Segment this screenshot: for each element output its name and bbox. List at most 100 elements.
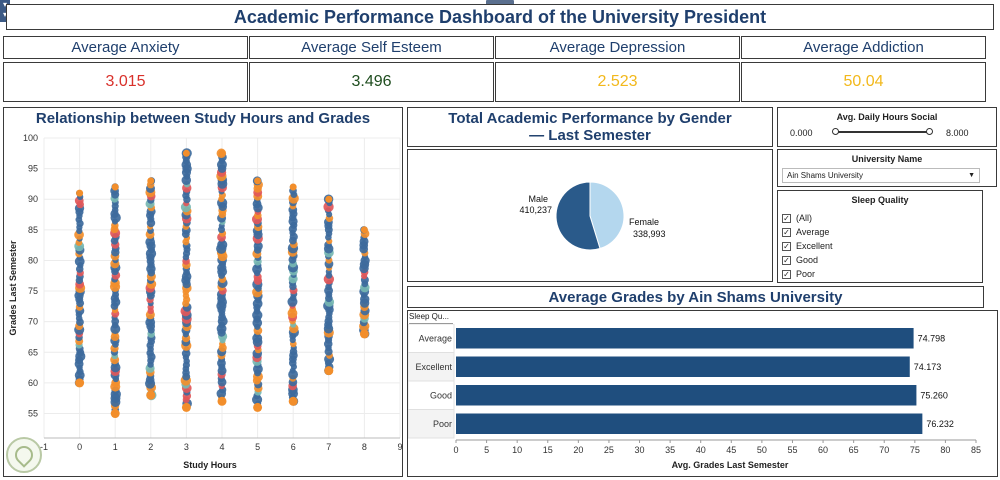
scatter-point[interactable]: [147, 177, 155, 185]
scatter-point[interactable]: [76, 189, 84, 197]
social-hours-min-handle[interactable]: [832, 128, 839, 135]
x-tick-label: -1: [40, 442, 48, 452]
sleep-quality-option-label: Excellent: [796, 241, 833, 251]
sleep-quality-filter: Sleep Quality ✓ (All) ✓ Average ✓ Excellent ✓ G…: [777, 190, 983, 283]
bar[interactable]: [456, 385, 917, 406]
checkbox-icon[interactable]: ✓: [782, 227, 791, 237]
bar-title-box: [407, 286, 984, 308]
bar[interactable]: [456, 356, 910, 378]
x-tick-label: 80: [940, 445, 950, 455]
scatter-point[interactable]: [325, 195, 333, 203]
y-tick-label: 95: [28, 164, 38, 174]
bar-title: Average Grades by Ain Shams University: [548, 288, 843, 306]
pie-slice-female[interactable]: [589, 181, 625, 250]
kpi-label: Average Anxiety: [3, 36, 248, 59]
university-filter: University Name Ain Shams University ▼: [777, 149, 997, 187]
social-hours-min: 0.000: [790, 128, 813, 138]
y-tick-label: 65: [28, 347, 38, 357]
university-logo: [6, 437, 42, 473]
checkbox-icon[interactable]: ✓: [782, 255, 791, 265]
sleep-quality-option[interactable]: ✓ Good: [782, 253, 833, 267]
pie-slice-male[interactable]: [555, 181, 601, 251]
university-dropdown[interactable]: Ain Shams University ▼: [782, 168, 980, 183]
chevron-down-icon: ▼: [968, 172, 975, 179]
social-hours-track[interactable]: [835, 131, 931, 133]
x-tick-label: 40: [696, 445, 706, 455]
x-tick-label: 35: [665, 445, 675, 455]
x-tick-label: 0: [453, 445, 458, 455]
y-tick-label: 55: [28, 409, 38, 419]
y-tick-label: 80: [28, 255, 38, 265]
x-tick-label: 4: [219, 442, 224, 452]
scatter-point[interactable]: [324, 366, 334, 376]
x-tick-label: 9: [397, 442, 402, 452]
x-tick-label: 70: [879, 445, 889, 455]
x-tick-label: 3: [184, 442, 189, 452]
x-tick-label: 75: [910, 445, 920, 455]
sleep-quality-option[interactable]: ✓ Excellent: [782, 239, 833, 253]
sleep-quality-option[interactable]: ✓ (All): [782, 211, 833, 225]
sleep-quality-options: ✓ (All) ✓ Average ✓ Excellent ✓ Good ✓ Poor: [782, 211, 833, 281]
scatter-point[interactable]: [75, 378, 85, 388]
kpi-label: Average Addiction: [741, 36, 986, 59]
x-tick-label: 6: [291, 442, 296, 452]
bar-value-label: 75.260: [920, 390, 948, 400]
scatter-point[interactable]: [289, 183, 297, 191]
scatter-point[interactable]: [181, 402, 191, 412]
x-axis-label: Avg. Grades Last Semester: [672, 460, 789, 470]
dashboard-menu-button[interactable]: ▾ ▾: [0, 0, 10, 22]
x-tick-label: 5: [484, 445, 489, 455]
bar[interactable]: [456, 328, 914, 349]
scatter-point[interactable]: [360, 226, 368, 234]
scatter-point[interactable]: [146, 390, 156, 400]
social-hours-max-handle[interactable]: [926, 128, 933, 135]
resize-handle[interactable]: [486, 0, 514, 5]
pie-label: Male: [528, 194, 548, 204]
sleep-quality-title: Sleep Quality: [851, 195, 909, 205]
university-title: University Name: [851, 154, 923, 164]
bar-row-header-cell: [408, 352, 455, 382]
x-tick-label: 65: [849, 445, 859, 455]
bar-value-label: 74.173: [914, 362, 942, 372]
sleep-quality-option[interactable]: ✓ Average: [782, 225, 833, 239]
university-selected: Ain Shams University: [787, 171, 864, 180]
bar-value-label: 76.232: [926, 419, 954, 429]
x-tick-label: 7: [326, 442, 331, 452]
scatter-point[interactable]: [288, 396, 298, 406]
social-hours-max: 8.000: [946, 128, 969, 138]
scatter-point[interactable]: [111, 183, 119, 191]
x-tick-label: 8: [362, 442, 367, 452]
kpi-value: 50.04: [741, 62, 986, 102]
sleep-quality-option[interactable]: ✓ Poor: [782, 267, 833, 281]
pie-value: 338,993: [633, 229, 666, 239]
scatter-point[interactable]: [110, 409, 120, 419]
scatter-point[interactable]: [254, 177, 262, 185]
x-tick-label: 10: [512, 445, 522, 455]
scatter-point[interactable]: [359, 329, 369, 339]
scatter-point[interactable]: [217, 396, 227, 406]
scatter-point[interactable]: [182, 149, 190, 157]
checkbox-icon[interactable]: ✓: [782, 213, 791, 223]
x-tick-label: 0: [77, 442, 82, 452]
bar-row-header: Sleep Qu...: [409, 312, 453, 324]
y-tick-label: 70: [28, 317, 38, 327]
kpi-label: Average Depression: [495, 36, 740, 59]
x-axis-label: Study Hours: [183, 460, 237, 470]
scatter-title: Relationship between Study Hours and Gra…: [35, 109, 371, 127]
sleep-quality-option-label: Good: [796, 255, 819, 265]
kpi-value: 3.015: [3, 62, 248, 102]
y-tick-label: 85: [28, 225, 38, 235]
checkbox-icon[interactable]: ✓: [782, 241, 791, 251]
bar-chart[interactable]: Average 74.798 Excellent 74.173 Good 75.260 Po…: [408, 324, 997, 476]
bar-category-label: Good: [430, 390, 452, 400]
bar[interactable]: [456, 413, 923, 435]
scatter-point[interactable]: [253, 402, 263, 412]
scatter-point[interactable]: [218, 149, 226, 157]
scatter-chart[interactable]: 55 60 65 70 75 80 85 90 95 100 -1 0 1 2 3 4 5 6 7 8 9 Study H…: [4, 128, 402, 476]
kpi-value: 3.496: [249, 62, 494, 102]
x-tick-label: 45: [726, 445, 736, 455]
pie-label: Female: [629, 217, 659, 227]
dashboard-title-bar: Academic Performance Dashboard of the Un…: [6, 4, 994, 30]
checkbox-icon[interactable]: ✓: [782, 269, 791, 279]
